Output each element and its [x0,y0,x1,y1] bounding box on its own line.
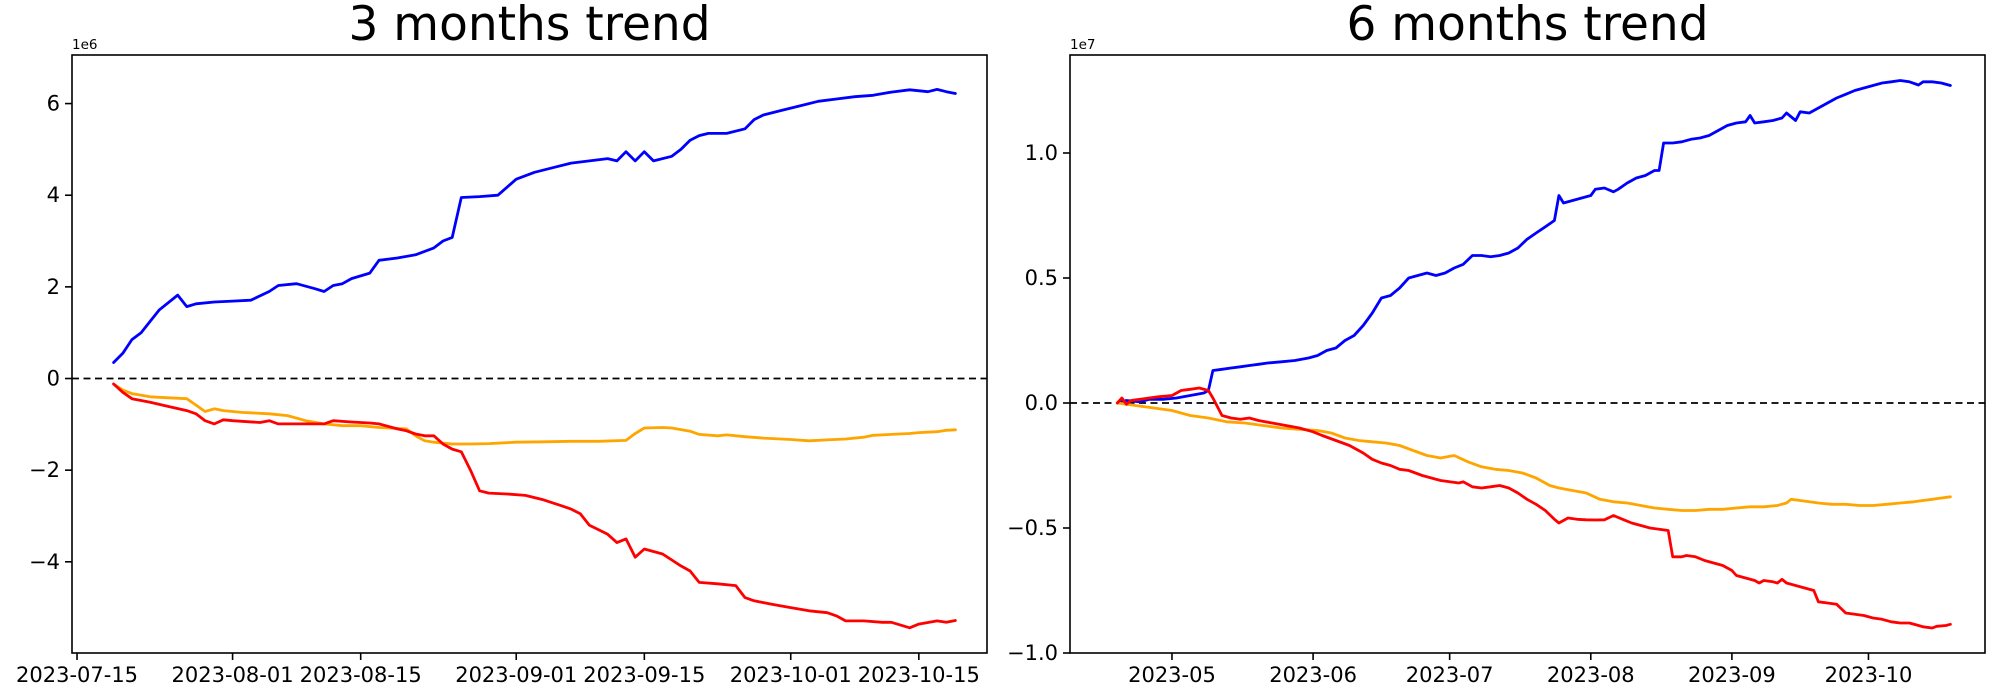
x-tick-label: 2023-10 [1825,663,1913,687]
x-tick-label: 2023-08-15 [300,663,422,687]
y-tick-label: 2 [47,275,60,299]
chart-3-months-trend: 3 months trend 1e6 2023-07-15 2023-08-01 2… [16,0,988,687]
y-tick-label: 0.5 [1025,266,1058,290]
y-tick-label: −4 [29,550,60,574]
series-orange-line [112,382,957,446]
x-tick-label: 2023-07 [1406,663,1494,687]
x-tick-label: 2023-05 [1128,663,1216,687]
x-tick-label: 2023-09 [1688,663,1776,687]
axis-offset-label: 1e6 [72,37,97,53]
axis-offset-label: 1e7 [1070,37,1095,53]
y-tick-label: −1.0 [1007,641,1058,665]
axes-spines [1069,54,1986,654]
chart-6-months-trend: 6 months trend 1e7 2023-05 2023-06 2023-07… [1007,0,1986,687]
series-blue-line [1115,79,1952,405]
plot-area: 2023-07-15 2023-08-01 2023-08-15 2023-09-01… [16,54,988,687]
series-red-line [112,382,957,630]
plot-area: 2023-05 2023-06 2023-07 2023-08 2023-09 2023-… [1007,54,1986,687]
chart-title: 6 months trend [1346,0,1708,52]
x-tick-label: 2023-09-01 [455,663,577,687]
y-tick-label: −2 [29,458,60,482]
y-tick-label: 1.0 [1025,141,1058,165]
x-tick-label: 2023-10-15 [858,663,980,687]
x-tick-label: 2023-09-15 [583,663,705,687]
axes-spines [71,54,988,654]
y-tick-label: 0.0 [1025,391,1058,415]
series-red-line [1115,386,1952,630]
y-tick-label: −0.5 [1007,516,1058,540]
y-tick-label: 6 [47,92,60,116]
y-tick-label: 4 [47,183,60,207]
chart-title: 3 months trend [348,0,710,52]
x-tick-label: 2023-10-01 [730,663,852,687]
x-tick-label: 2023-08-01 [172,663,294,687]
x-tick-label: 2023-08 [1547,663,1635,687]
x-tick-label: 2023-06 [1269,663,1357,687]
y-tick-label: 0 [47,367,60,391]
series-blue-line [112,88,957,364]
x-tick-label: 2023-07-15 [16,663,138,687]
